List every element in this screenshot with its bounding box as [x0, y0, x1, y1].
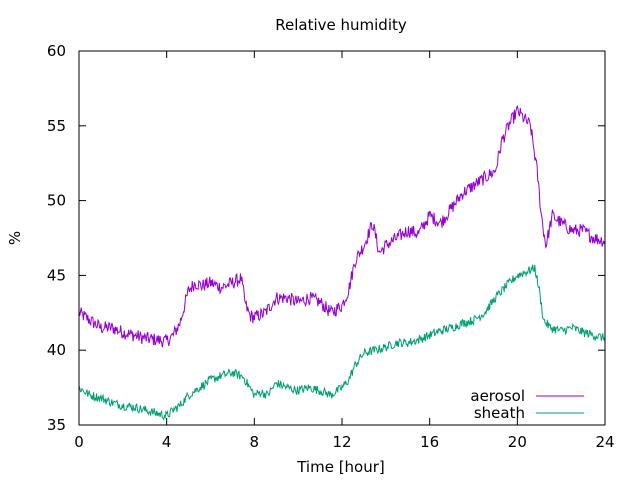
y-tick-label: 35: [47, 416, 66, 434]
y-tick-label: 55: [47, 117, 66, 135]
y-axis-title: %: [6, 231, 24, 245]
x-axis-title: Time [hour]: [296, 458, 385, 476]
x-tick-label: 4: [162, 433, 172, 451]
plot-frame: [78, 50, 606, 426]
x-tick-label: 0: [74, 433, 84, 451]
series-line-aerosol: [78, 105, 606, 348]
axes: 0 4 8 12 16 20 24 35 40 45 50 55 60: [47, 42, 615, 451]
chart-title: Relative humidity: [275, 16, 407, 34]
x-tick-label: 20: [508, 433, 527, 451]
legend-label-sheath: sheath: [474, 404, 525, 422]
series-line-sheath: [78, 264, 606, 421]
plot-series: [78, 105, 606, 421]
x-tick-label: 8: [250, 433, 260, 451]
legend-label-aerosol: aerosol: [470, 387, 525, 405]
y-tick-label: 40: [47, 341, 66, 359]
x-tick-label: 16: [420, 433, 439, 451]
x-tick-label: 12: [332, 433, 351, 451]
y-tick-label: 50: [47, 192, 66, 210]
y-tick-label: 45: [47, 266, 66, 284]
x-tick-label: 24: [595, 433, 614, 451]
y-tick-label: 60: [47, 42, 66, 60]
